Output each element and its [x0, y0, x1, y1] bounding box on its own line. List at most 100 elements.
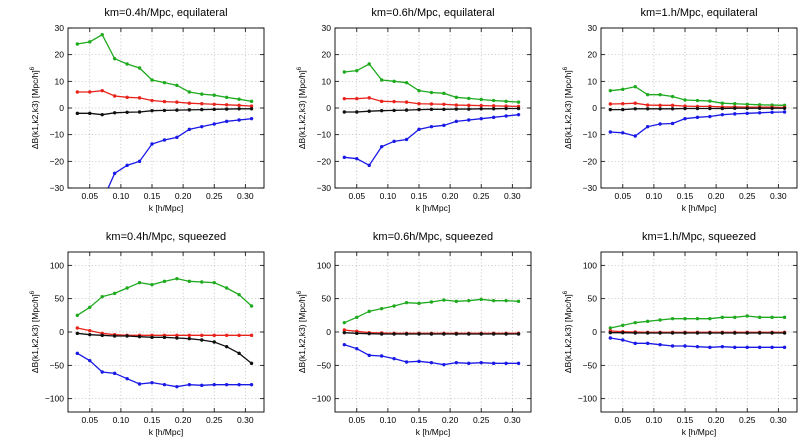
data-point-black — [125, 334, 129, 338]
y-tick-label: 50 — [322, 294, 332, 304]
data-point-black — [479, 107, 483, 111]
data-point-black — [404, 108, 409, 112]
x-tick-label: 0.20 — [442, 415, 459, 425]
series-group — [608, 314, 787, 350]
data-point-black — [658, 331, 662, 335]
data-point-blue — [392, 139, 396, 144]
data-point-black — [367, 109, 371, 113]
data-point-blue — [404, 360, 409, 364]
y-tick-label: 100 — [317, 260, 331, 270]
data-point-blue — [237, 118, 241, 122]
data-point-red — [658, 103, 662, 108]
data-point-black — [342, 330, 347, 335]
data-point-blue — [670, 344, 675, 348]
data-point-black — [633, 331, 637, 335]
data-point-black — [516, 106, 521, 111]
data-point-green — [212, 93, 216, 97]
x-tick-label: 0.10 — [380, 415, 397, 425]
data-point-black — [658, 107, 662, 111]
data-point-red — [88, 90, 92, 94]
data-point-red — [491, 104, 496, 108]
x-tick-label: 0.30 — [770, 191, 787, 201]
y-tick-label: 20 — [588, 50, 598, 60]
data-point-blue — [733, 345, 737, 350]
y-axis-label-superscript: 6 — [297, 290, 303, 294]
data-point-blue — [442, 362, 446, 367]
data-point-black — [379, 332, 384, 336]
data-point-green — [417, 301, 421, 306]
y-axis-label-superscript: 6 — [30, 66, 36, 70]
data-point-green — [670, 94, 675, 99]
data-point-blue — [175, 384, 179, 389]
data-point-black — [392, 108, 396, 113]
data-point-blue — [708, 114, 712, 119]
data-point-black — [367, 331, 371, 336]
data-point-blue — [417, 127, 421, 132]
data-point-black — [417, 332, 421, 336]
data-point-green — [137, 280, 142, 285]
data-point-black — [442, 107, 446, 112]
data-point-green — [187, 90, 192, 94]
data-point-red — [355, 96, 359, 101]
data-point-green — [733, 315, 737, 320]
data-point-green — [112, 56, 117, 61]
data-point-blue — [429, 124, 434, 129]
y-tick-label: −50 — [317, 360, 332, 370]
data-point-green — [442, 298, 446, 302]
data-point-blue — [150, 142, 154, 146]
data-point-black — [491, 107, 496, 111]
y-tick-label: 0 — [326, 103, 331, 113]
data-point-green — [516, 100, 521, 104]
y-tick-label: −20 — [317, 156, 332, 166]
y-axis-label-superscript: 6 — [563, 290, 569, 294]
data-point-red — [379, 99, 384, 104]
data-point-black — [137, 334, 142, 339]
data-point-black — [137, 110, 142, 114]
x-tick-label: 0.20 — [708, 191, 725, 201]
data-point-black — [608, 107, 613, 112]
data-point-blue — [645, 341, 650, 346]
y-axis-label: ΔB(k1,k2,k3) [Mpc/h]6 — [563, 290, 573, 373]
data-point-blue — [342, 342, 347, 347]
data-point-black — [708, 331, 712, 335]
data-point-black — [355, 110, 359, 114]
data-point-green — [379, 306, 384, 311]
data-point-red — [200, 102, 204, 106]
series-group — [608, 84, 787, 138]
data-point-black — [125, 110, 129, 114]
data-point-green — [162, 279, 167, 284]
data-point-black — [633, 107, 637, 111]
data-point-black — [162, 335, 167, 340]
data-point-blue — [101, 200, 104, 203]
data-point-green — [112, 291, 117, 296]
data-point-blue — [355, 156, 359, 161]
data-point-green — [621, 323, 625, 328]
data-point-red — [683, 104, 687, 108]
data-point-blue — [112, 371, 117, 376]
x-axis-label: k [h/Mpc] — [416, 427, 450, 437]
data-point-green — [504, 298, 508, 303]
y-tick-label: −10 — [50, 130, 65, 140]
data-point-blue — [658, 342, 662, 347]
data-point-black — [112, 111, 117, 115]
data-point-blue — [782, 345, 787, 350]
data-point-red — [100, 88, 104, 93]
data-point-blue — [162, 138, 167, 142]
data-point-blue — [187, 127, 192, 132]
series-line-blue — [344, 114, 519, 167]
data-point-blue — [76, 194, 79, 197]
data-point-green — [200, 280, 204, 284]
data-point-black — [757, 106, 762, 110]
data-point-black — [467, 332, 471, 336]
data-point-green — [404, 80, 409, 85]
data-point-red — [404, 100, 409, 104]
data-point-blue — [516, 112, 521, 117]
x-tick-label: 0.25 — [206, 191, 223, 201]
data-point-red — [187, 101, 192, 105]
data-point-black — [404, 332, 409, 336]
data-point-black — [645, 331, 650, 335]
y-tick-label: −50 — [583, 360, 598, 370]
data-point-green — [200, 92, 204, 96]
y-tick-label: 100 — [583, 260, 597, 270]
data-point-blue — [745, 345, 749, 350]
